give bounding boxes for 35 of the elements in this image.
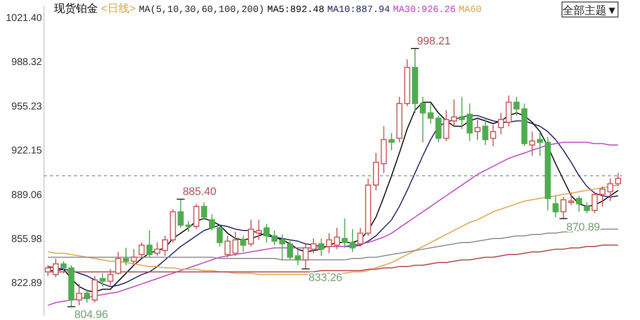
chart-subtitle: <日线> [101, 2, 136, 15]
candlestick [372, 152, 379, 191]
y-tick-label: 889.06 [11, 190, 42, 201]
y-tick-label: 955.23 [11, 101, 42, 112]
candlestick [482, 118, 488, 146]
candlestick [256, 219, 262, 240]
annotation: 885.40 [182, 186, 216, 198]
annotation: 833.26 [308, 272, 342, 284]
candlestick [474, 119, 480, 140]
chart-title: 现货铂金 [54, 3, 98, 15]
candlestick [178, 198, 184, 228]
candlestick [380, 126, 387, 174]
annotation: 804.96 [74, 309, 108, 320]
candlestick [521, 103, 528, 147]
annotation: 998.21 [417, 35, 451, 48]
candlestick [342, 218, 348, 248]
y-tick-label: 855.98 [11, 234, 42, 246]
text: MA30:926.26 [393, 4, 456, 15]
text: MA5:892.48 [267, 4, 325, 15]
candlestick [76, 283, 82, 306]
candlestick [318, 238, 324, 256]
text: MA10:887.94 [327, 4, 390, 15]
annotation: 全部主题▼ [562, 4, 618, 17]
candlestick [412, 48, 418, 114]
y-tick-label: 922.15 [11, 146, 42, 157]
candlestick [544, 136, 551, 211]
y-tick-label: 988.32 [11, 57, 42, 68]
annotation: MA(5,10,30,60,100,200) [138, 4, 264, 15]
candlestick [576, 195, 582, 212]
candlestick [232, 231, 238, 256]
candlestick [529, 131, 536, 156]
text: MA60 [458, 4, 482, 15]
line-series [47, 142, 619, 306]
y-tick-label: 822.89 [11, 278, 42, 290]
y-tick-label: 1021.40 [6, 12, 42, 24]
